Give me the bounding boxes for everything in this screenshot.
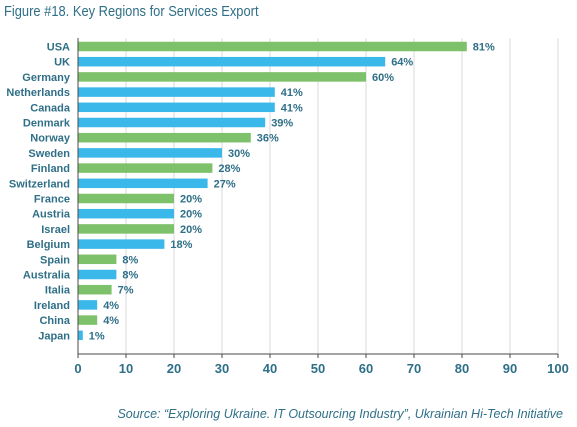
category-label: Denmark bbox=[23, 118, 71, 130]
x-tick-label: 0 bbox=[74, 361, 81, 376]
value-label: 8% bbox=[122, 254, 138, 266]
category-label: China bbox=[39, 315, 70, 327]
category-label: Belgium bbox=[27, 239, 71, 251]
x-tick-label: 40 bbox=[263, 361, 277, 376]
x-tick-label: 20 bbox=[167, 361, 181, 376]
value-label: 4% bbox=[103, 300, 119, 312]
value-label: 41% bbox=[281, 102, 303, 114]
value-label: 41% bbox=[281, 87, 303, 99]
bar-japan bbox=[78, 330, 83, 341]
value-label: 1% bbox=[89, 330, 105, 342]
bar-israel bbox=[78, 224, 174, 234]
bar-usa bbox=[78, 41, 467, 52]
x-tick-label: 70 bbox=[407, 361, 421, 376]
value-label: 27% bbox=[214, 178, 236, 190]
category-label: France bbox=[34, 194, 70, 206]
chart-title: Figure #18. Key Regions for Services Exp… bbox=[4, 3, 259, 20]
value-label: 36% bbox=[257, 133, 279, 145]
x-axis bbox=[77, 38, 559, 358]
category-label: Australia bbox=[23, 270, 71, 282]
bar-uk bbox=[78, 56, 386, 67]
x-tick-label: 30 bbox=[215, 361, 229, 376]
x-tick-label: 50 bbox=[311, 361, 325, 376]
category-label: Ireland bbox=[34, 300, 70, 312]
category-label: Finland bbox=[31, 163, 70, 175]
value-label: 4% bbox=[103, 315, 119, 327]
category-label: UK bbox=[54, 57, 70, 69]
bar-austria bbox=[78, 208, 174, 219]
category-label: Italia bbox=[45, 285, 71, 297]
value-label: 20% bbox=[180, 194, 202, 206]
value-label: 81% bbox=[473, 42, 495, 54]
value-label: 28% bbox=[218, 163, 240, 175]
category-label: Austria bbox=[32, 209, 71, 221]
bar-australia bbox=[78, 269, 117, 280]
value-label: 39% bbox=[271, 118, 293, 130]
value-label: 64% bbox=[391, 57, 413, 69]
value-label: 20% bbox=[180, 224, 202, 236]
bar-france bbox=[78, 193, 174, 204]
value-label: 30% bbox=[228, 148, 250, 160]
category-label: Germany bbox=[22, 72, 71, 84]
category-labels: USA UK Germany Netherlands Canada Denmark Norw… bbox=[6, 42, 70, 343]
source-note: Source: “Exploring Ukraine. IT Outsourci… bbox=[117, 407, 563, 421]
x-tick-label: 10 bbox=[119, 361, 133, 376]
value-label: 7% bbox=[118, 285, 134, 297]
bars bbox=[78, 41, 467, 341]
value-label: 8% bbox=[122, 270, 138, 282]
value-label: 20% bbox=[180, 209, 202, 221]
x-tick-label: 100 bbox=[547, 361, 569, 376]
value-labels: 81% 64% 60% 41% 41% 39% 36% 30% 28% 27% 20% 20% 20% 1… bbox=[89, 42, 495, 343]
x-tick-labels: 0 10 20 30 40 50 60 70 80 90 100 bbox=[74, 361, 568, 376]
bar-denmark bbox=[78, 117, 266, 128]
value-label: 18% bbox=[170, 239, 192, 251]
bar-ireland bbox=[78, 300, 98, 310]
x-tick-label: 80 bbox=[455, 361, 469, 376]
bar-italia bbox=[78, 284, 112, 295]
category-label: Canada bbox=[30, 102, 71, 114]
category-label: Spain bbox=[40, 254, 70, 266]
bar-norway bbox=[78, 132, 251, 143]
category-label: Israel bbox=[41, 224, 70, 236]
bar-finland bbox=[78, 163, 213, 173]
category-label: Japan bbox=[38, 330, 70, 342]
category-label: Sweden bbox=[28, 148, 70, 160]
bar-switzerland bbox=[78, 178, 208, 189]
bar-spain bbox=[78, 254, 117, 265]
bar-china bbox=[78, 315, 98, 325]
category-label: Switzerland bbox=[9, 178, 70, 190]
x-tick-label: 60 bbox=[359, 361, 373, 376]
bar-germany bbox=[78, 72, 366, 82]
category-label: Norway bbox=[30, 133, 71, 145]
value-label: 60% bbox=[372, 72, 394, 84]
bar-belgium bbox=[78, 239, 165, 249]
category-label: USA bbox=[47, 42, 70, 54]
bar-sweden bbox=[78, 148, 222, 158]
category-label: Netherlands bbox=[6, 87, 70, 99]
bar-netherlands bbox=[78, 87, 275, 97]
x-tick-label: 90 bbox=[503, 361, 517, 376]
bar-canada bbox=[78, 102, 275, 113]
